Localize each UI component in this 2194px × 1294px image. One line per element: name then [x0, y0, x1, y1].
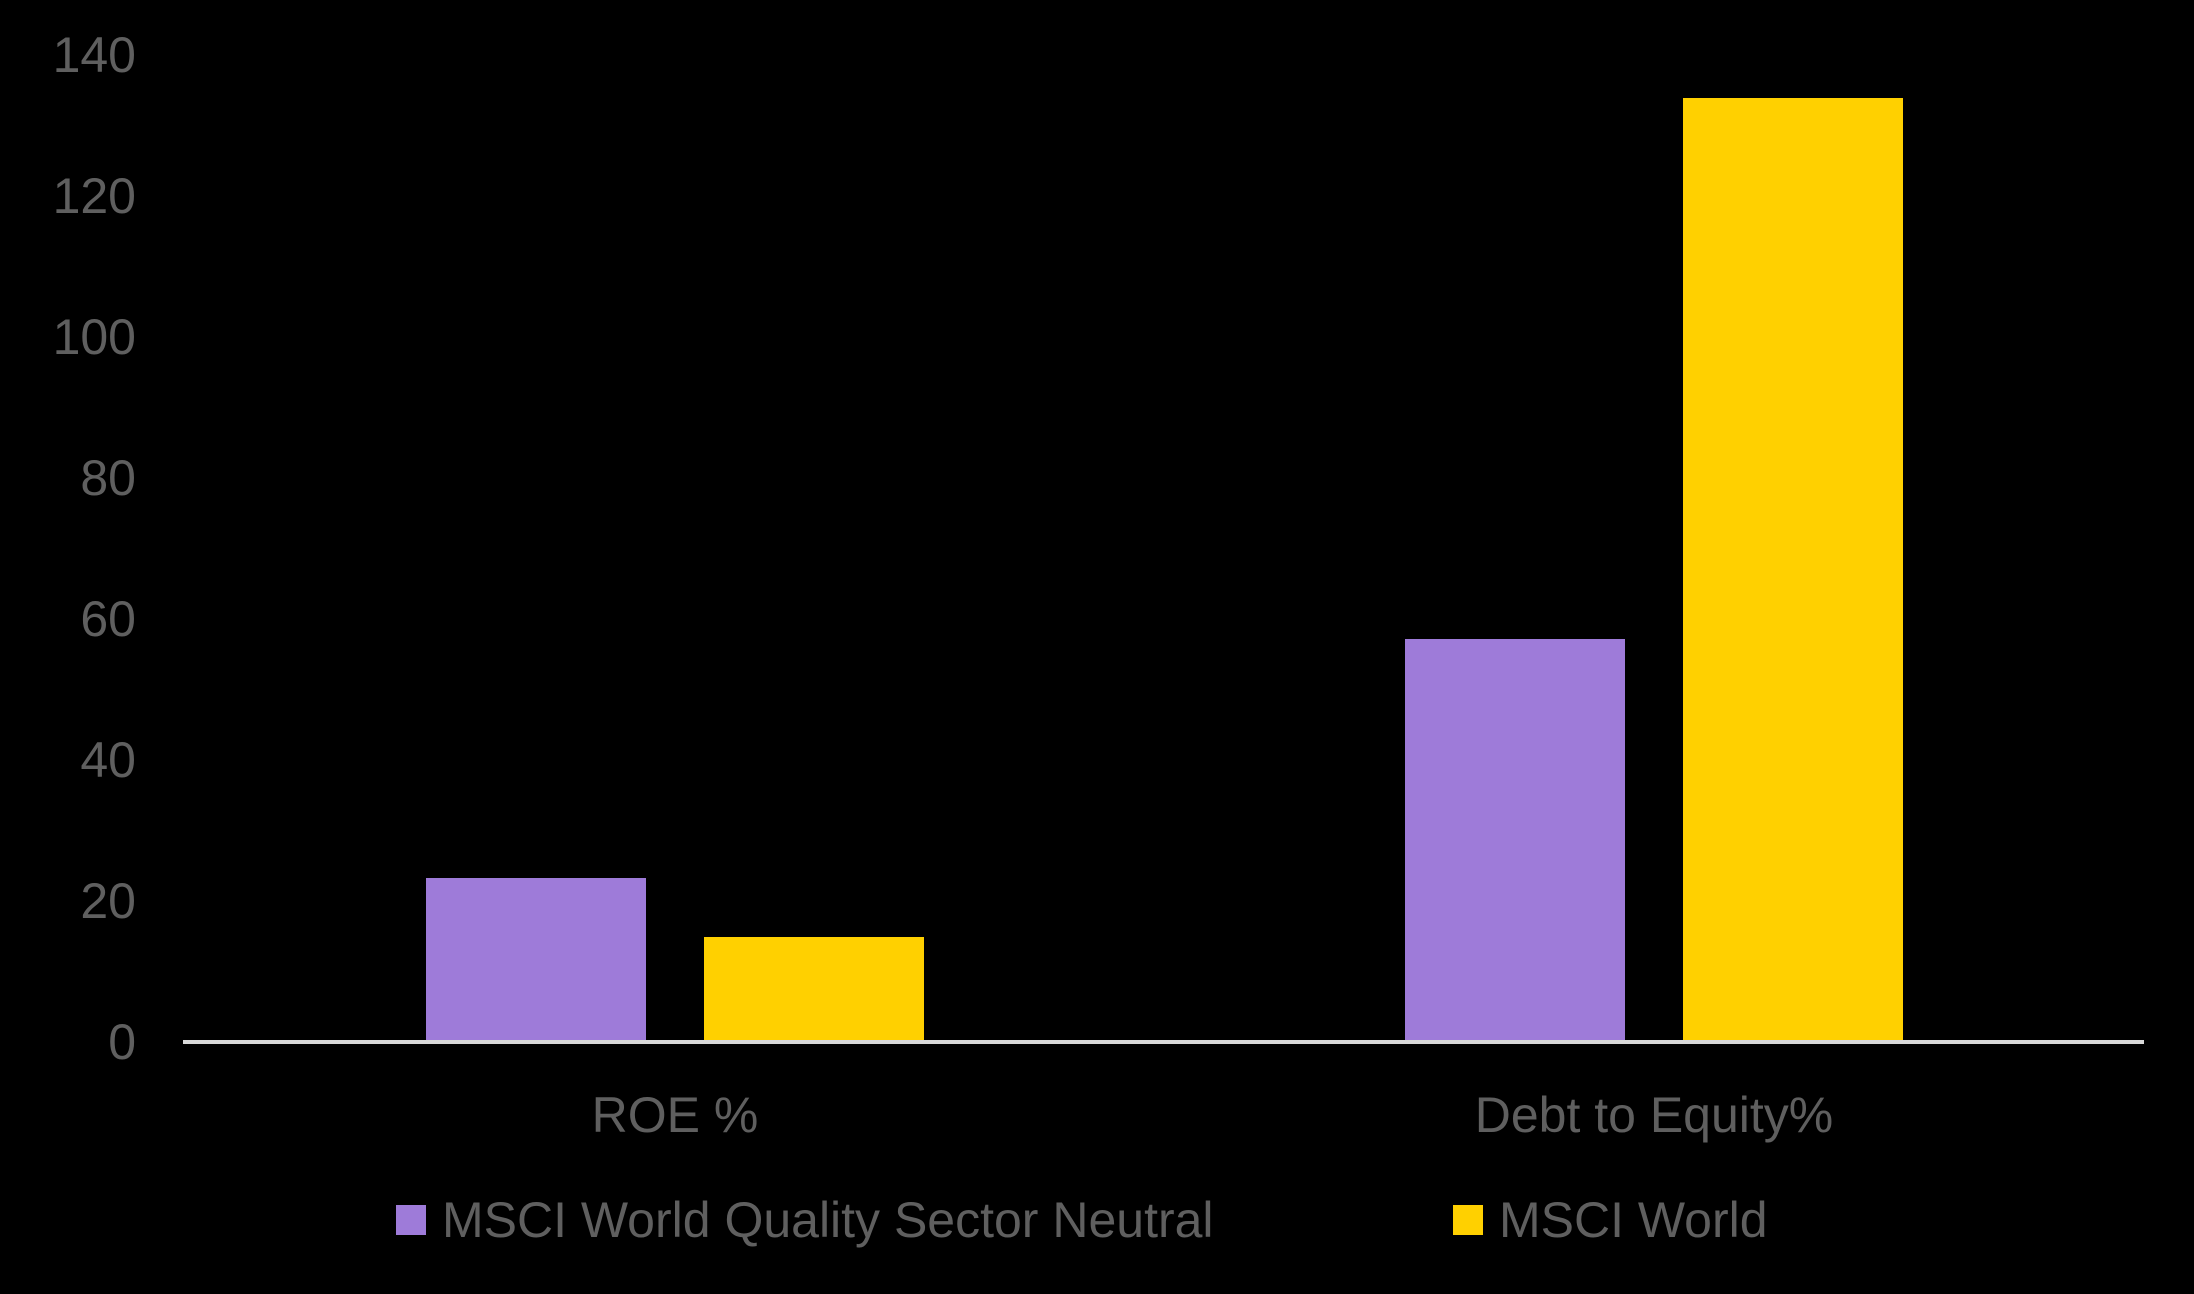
y-tick-label: 0 — [108, 1014, 136, 1070]
y-tick-label: 20 — [80, 873, 136, 929]
legend-label: MSCI World Quality Sector Neutral — [442, 1192, 1214, 1248]
y-tick-label: 40 — [80, 732, 136, 788]
legend-swatch-purple — [396, 1205, 426, 1235]
bar — [1405, 638, 1625, 1042]
x-category-label: Debt to Equity% — [1474, 1087, 1834, 1143]
bar — [1683, 98, 1903, 1042]
legend-item-quality: MSCI World Quality Sector Neutral — [396, 1192, 1214, 1248]
legend-label: MSCI World — [1499, 1192, 1768, 1248]
bar — [704, 936, 924, 1042]
legend-swatch-yellow — [1453, 1205, 1483, 1235]
y-tick-label: 120 — [52, 168, 136, 224]
y-tick-label: 140 — [52, 27, 136, 83]
y-tick-label: 60 — [80, 591, 136, 647]
x-category-label: ROE % — [591, 1087, 759, 1143]
x-axis-line — [183, 1040, 2144, 1044]
bar — [426, 877, 646, 1042]
legend-item-world: MSCI World — [1453, 1192, 1768, 1248]
y-tick-label: 100 — [52, 309, 136, 365]
y-tick-label: 80 — [80, 450, 136, 506]
